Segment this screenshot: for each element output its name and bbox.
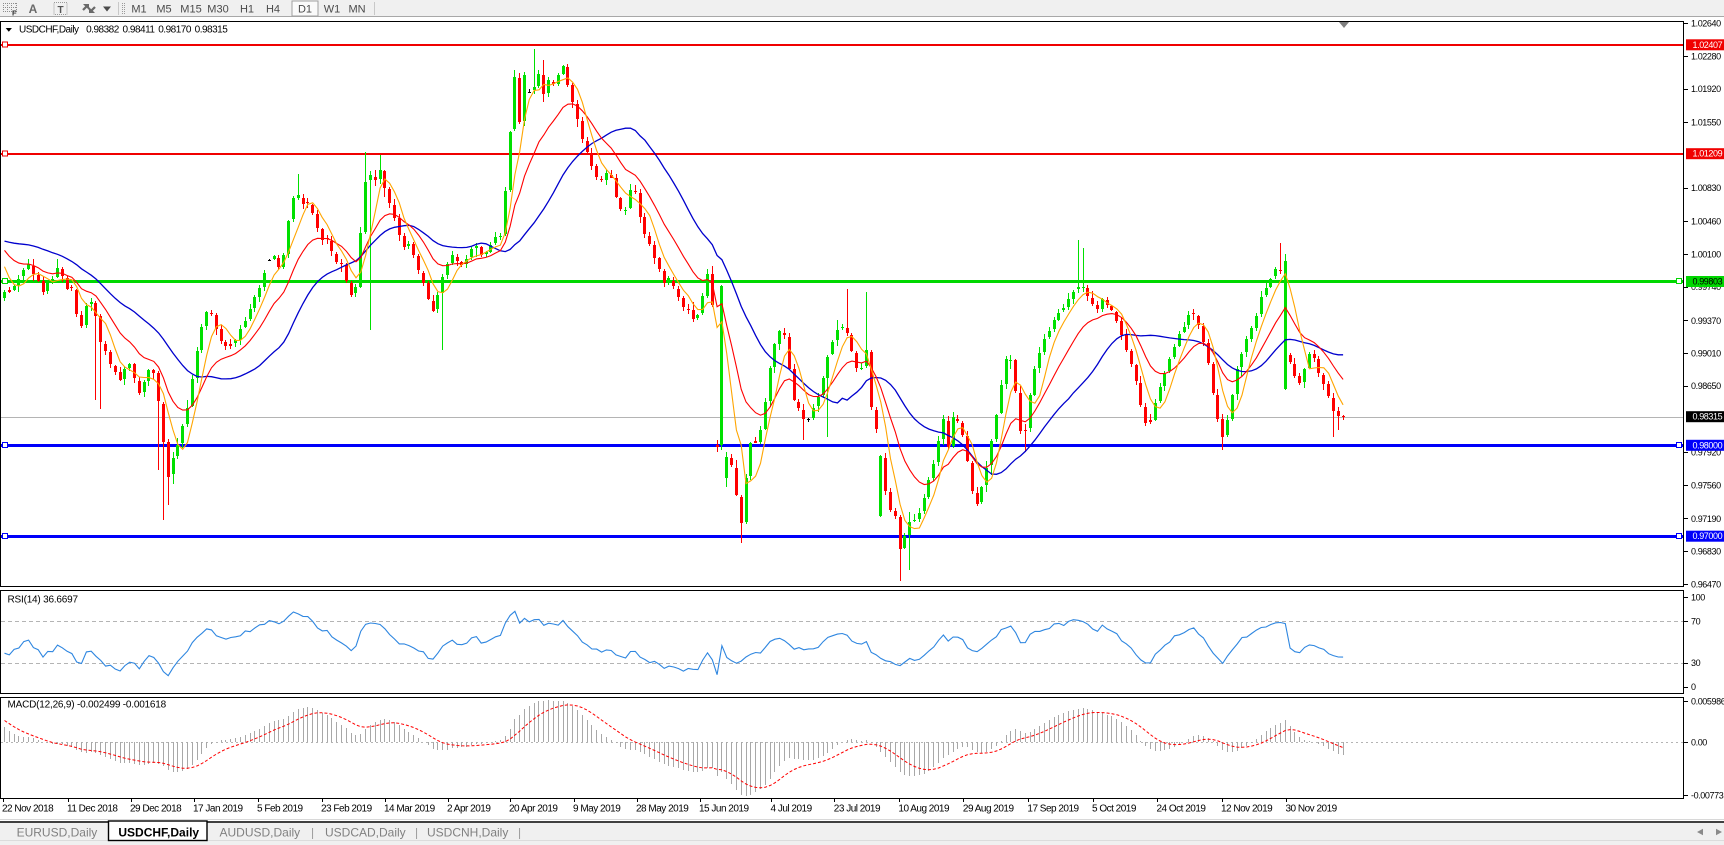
- svg-text:23 Jul 2019: 23 Jul 2019: [834, 804, 881, 815]
- svg-text:0.99803: 0.99803: [1693, 277, 1723, 287]
- svg-text:1.02407: 1.02407: [1693, 40, 1723, 50]
- svg-text:29 Aug 2019: 29 Aug 2019: [963, 804, 1015, 815]
- svg-text:0.00: 0.00: [1691, 737, 1707, 747]
- svg-text:14 Mar 2019: 14 Mar 2019: [384, 804, 436, 815]
- svg-text:1.00100: 1.00100: [1691, 250, 1721, 260]
- svg-text:D1: D1: [298, 4, 312, 16]
- svg-text:USDCHF,Daily: USDCHF,Daily: [118, 826, 199, 840]
- svg-text:22 Nov 2018: 22 Nov 2018: [2, 804, 54, 815]
- svg-text:1.01550: 1.01550: [1691, 118, 1721, 128]
- svg-text:RSI(14) 36.6697: RSI(14) 36.6697: [8, 594, 79, 605]
- svg-text:M15: M15: [180, 4, 201, 16]
- svg-text:0.97560: 0.97560: [1691, 480, 1721, 490]
- svg-text:0.99010: 0.99010: [1691, 349, 1721, 359]
- svg-text:H4: H4: [266, 4, 280, 16]
- svg-text:0.97920: 0.97920: [1691, 448, 1721, 458]
- svg-text:30: 30: [1691, 658, 1701, 668]
- svg-text:17 Jan 2019: 17 Jan 2019: [193, 804, 243, 815]
- svg-text:USDCHF,Daily 0.98382 0.98411: USDCHF,Daily 0.98382 0.98411 0.98170 0.9…: [19, 25, 228, 36]
- svg-text:|: |: [311, 826, 314, 840]
- svg-text:70: 70: [1691, 617, 1701, 627]
- svg-text:11 Dec 2018: 11 Dec 2018: [67, 804, 118, 815]
- svg-text:T: T: [57, 5, 63, 16]
- svg-text:24 Oct 2019: 24 Oct 2019: [1157, 804, 1207, 815]
- svg-text:12 Nov 2019: 12 Nov 2019: [1221, 804, 1273, 815]
- svg-text:|: |: [518, 826, 521, 840]
- svg-text:0.97190: 0.97190: [1691, 514, 1721, 524]
- svg-text:-0.00773: -0.00773: [1691, 791, 1724, 801]
- svg-text:0.99370: 0.99370: [1691, 316, 1721, 326]
- svg-text:F: F: [12, 9, 17, 18]
- svg-text:4 Jul 2019: 4 Jul 2019: [771, 804, 813, 815]
- svg-text:W1: W1: [324, 4, 341, 16]
- svg-text:0.005986: 0.005986: [1691, 697, 1724, 707]
- svg-text:15 Jun 2019: 15 Jun 2019: [699, 804, 749, 815]
- svg-text:20 Apr 2019: 20 Apr 2019: [509, 804, 558, 815]
- svg-text:10 Aug 2019: 10 Aug 2019: [898, 804, 950, 815]
- svg-text:0.99740: 0.99740: [1691, 282, 1721, 292]
- svg-text:M5: M5: [156, 4, 171, 16]
- svg-text:1.02640: 1.02640: [1691, 19, 1721, 29]
- svg-text:17 Sep 2019: 17 Sep 2019: [1027, 804, 1079, 815]
- svg-text:0: 0: [1691, 682, 1696, 692]
- svg-text:0.97000: 0.97000: [1693, 531, 1723, 541]
- svg-text:1.01920: 1.01920: [1691, 84, 1721, 94]
- svg-text:0.96830: 0.96830: [1691, 547, 1721, 557]
- svg-text:1.00830: 1.00830: [1691, 183, 1721, 193]
- svg-text:M1: M1: [131, 4, 146, 16]
- svg-text:|: |: [415, 826, 418, 840]
- svg-text:AUDUSD,Daily: AUDUSD,Daily: [220, 826, 301, 840]
- svg-text:29 Dec 2018: 29 Dec 2018: [130, 804, 182, 815]
- svg-text:5 Feb 2019: 5 Feb 2019: [257, 804, 304, 815]
- svg-text:USDCAD,Daily: USDCAD,Daily: [325, 826, 406, 840]
- svg-text:1.02280: 1.02280: [1691, 51, 1721, 61]
- svg-text:0.96470: 0.96470: [1691, 579, 1721, 589]
- svg-text:2 Apr 2019: 2 Apr 2019: [447, 804, 491, 815]
- svg-text:0.98315: 0.98315: [1693, 412, 1723, 422]
- svg-text:100: 100: [1691, 593, 1705, 603]
- svg-text:EURUSD,Daily: EURUSD,Daily: [17, 826, 98, 840]
- svg-text:MACD(12,26,9) -0.002499 -0.001: MACD(12,26,9) -0.002499 -0.001618: [8, 700, 167, 711]
- svg-text:30 Nov 2019: 30 Nov 2019: [1286, 804, 1338, 815]
- svg-text:H1: H1: [240, 4, 254, 16]
- svg-text:9 May 2019: 9 May 2019: [573, 804, 621, 815]
- svg-text:0.98000: 0.98000: [1693, 440, 1723, 450]
- svg-text:0.98650: 0.98650: [1691, 381, 1721, 391]
- svg-text:28 May 2019: 28 May 2019: [636, 804, 689, 815]
- svg-text:1.01209: 1.01209: [1693, 149, 1723, 159]
- svg-text:MN: MN: [348, 4, 365, 16]
- svg-text:A: A: [29, 2, 38, 16]
- svg-text:23 Feb 2019: 23 Feb 2019: [321, 804, 373, 815]
- svg-text:1.00460: 1.00460: [1691, 217, 1721, 227]
- svg-text:USDCNH,Daily: USDCNH,Daily: [427, 826, 508, 840]
- svg-text:5 Oct 2019: 5 Oct 2019: [1092, 804, 1137, 815]
- svg-text:M30: M30: [207, 4, 228, 16]
